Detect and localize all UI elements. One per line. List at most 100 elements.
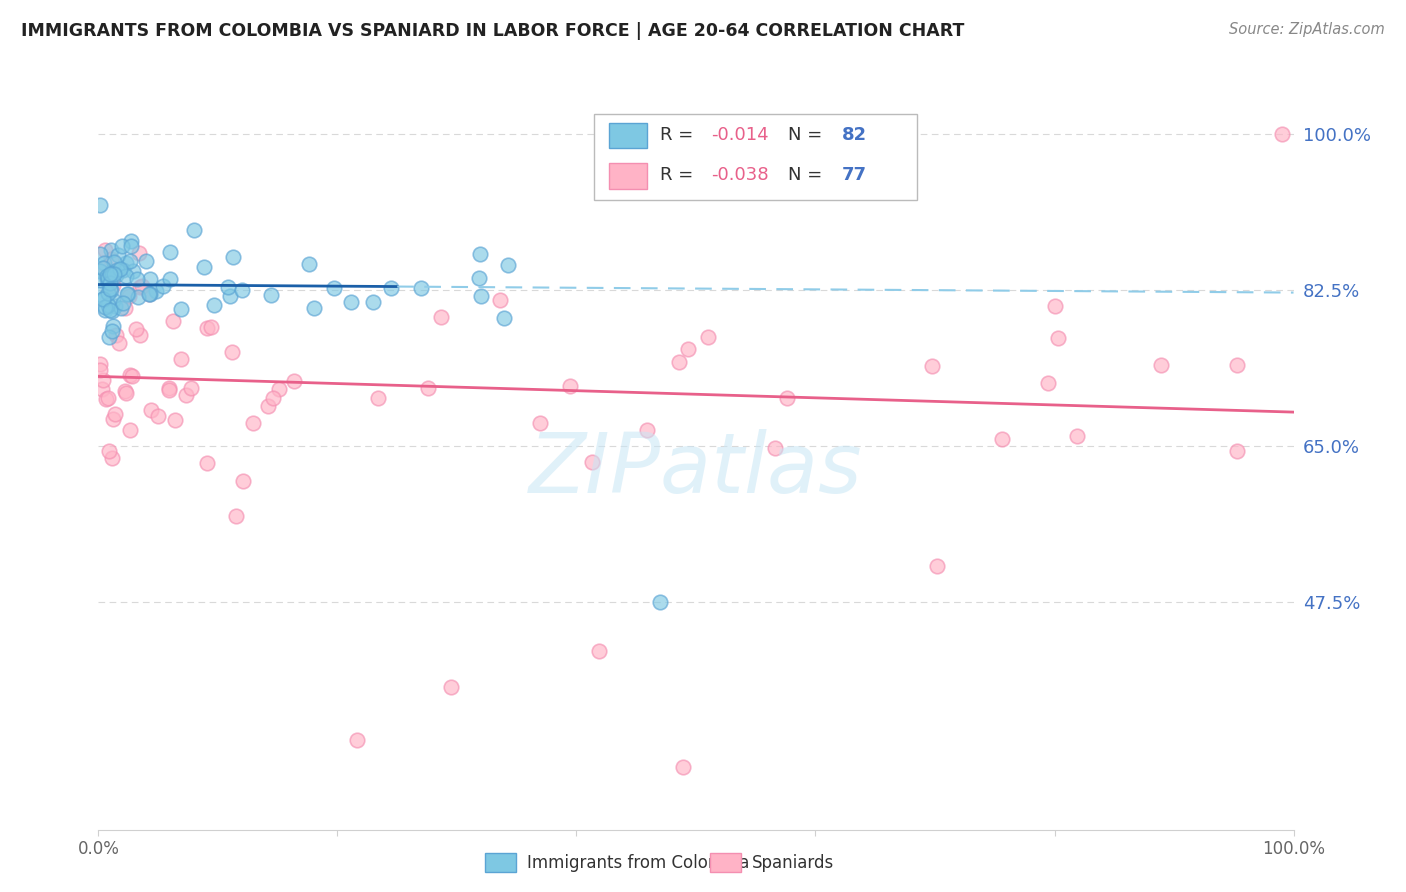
Point <box>498 259 520 273</box>
Point <box>96 269 118 284</box>
Point <box>139 287 162 301</box>
Point <box>581 455 603 469</box>
Point <box>159 272 181 286</box>
Point <box>101 266 124 280</box>
Point <box>100 303 122 318</box>
Point <box>104 268 127 282</box>
Point <box>97 444 120 458</box>
Text: IMMIGRANTS FROM COLOMBIA VS SPANIARD IN LABOR FORCE | AGE 20-64 CORRELATION CHAR: IMMIGRANTS FROM COLOMBIA VS SPANIARD IN … <box>21 22 965 40</box>
Point <box>97 329 120 343</box>
Text: Source: ZipAtlas.com: Source: ZipAtlas.com <box>1229 22 1385 37</box>
Point <box>111 296 134 310</box>
Point <box>488 293 510 307</box>
Point <box>1045 299 1067 313</box>
Text: ZIPatlas: ZIPatlas <box>529 429 863 510</box>
Point <box>97 391 120 405</box>
Point <box>195 456 218 470</box>
Point <box>991 432 1014 446</box>
Point <box>588 644 610 658</box>
Point <box>468 270 491 285</box>
Point <box>91 373 114 387</box>
Point <box>231 283 253 297</box>
Point <box>96 392 118 407</box>
Point <box>302 301 325 316</box>
Point <box>470 246 492 260</box>
Point <box>127 290 149 304</box>
Point <box>346 733 368 747</box>
Point <box>157 384 180 398</box>
Text: -0.038: -0.038 <box>711 167 769 185</box>
Point <box>98 282 121 296</box>
Point <box>101 304 124 318</box>
Point <box>152 279 174 293</box>
Point <box>131 278 153 293</box>
Point <box>283 374 305 388</box>
Point <box>221 345 243 359</box>
Point <box>115 386 138 401</box>
Point <box>115 256 138 270</box>
Point <box>107 248 129 262</box>
Point <box>225 509 247 524</box>
Point <box>121 368 143 383</box>
Point <box>470 288 492 302</box>
Point <box>925 558 948 573</box>
Point <box>163 412 186 426</box>
Point <box>170 351 193 366</box>
Point <box>120 423 142 437</box>
Text: -0.014: -0.014 <box>711 126 769 144</box>
Point <box>101 450 124 465</box>
Point <box>111 239 134 253</box>
Point <box>672 760 695 774</box>
Text: 82: 82 <box>842 126 868 144</box>
Point <box>202 297 225 311</box>
Point <box>1271 127 1294 141</box>
Point <box>262 391 284 405</box>
Point <box>94 269 117 284</box>
Point <box>267 383 290 397</box>
Point <box>242 416 264 430</box>
Point <box>139 271 162 285</box>
Point <box>298 257 321 271</box>
Point <box>138 287 160 301</box>
Point <box>340 295 363 310</box>
Point <box>195 321 218 335</box>
Text: Spaniards: Spaniards <box>752 854 834 871</box>
Point <box>97 276 120 290</box>
Point <box>103 293 125 308</box>
Point <box>145 284 167 298</box>
Point <box>529 416 551 430</box>
Point <box>100 284 122 298</box>
Point <box>367 391 389 405</box>
Text: N =: N = <box>787 167 828 185</box>
Point <box>1226 358 1249 372</box>
Point <box>100 243 122 257</box>
Point <box>90 273 112 287</box>
Point <box>94 243 117 257</box>
Bar <box>609 123 647 148</box>
Point <box>90 382 112 396</box>
Point <box>108 261 131 276</box>
Point <box>232 474 254 488</box>
Point <box>159 244 181 259</box>
Point <box>180 381 202 395</box>
Point <box>114 301 136 315</box>
Point <box>162 314 184 328</box>
Point <box>101 278 124 293</box>
Point <box>129 328 152 343</box>
Point <box>122 264 145 278</box>
Point <box>94 300 117 314</box>
Point <box>118 288 141 302</box>
Text: N =: N = <box>787 126 828 144</box>
Bar <box>609 163 647 189</box>
Point <box>159 381 181 395</box>
Point <box>125 272 148 286</box>
Point <box>98 276 121 290</box>
Point <box>94 260 117 275</box>
Point <box>105 263 128 277</box>
Point <box>103 267 125 281</box>
Point <box>117 287 139 301</box>
Point <box>697 329 720 343</box>
Point <box>108 336 131 351</box>
Point <box>492 310 515 325</box>
Point <box>668 355 690 369</box>
